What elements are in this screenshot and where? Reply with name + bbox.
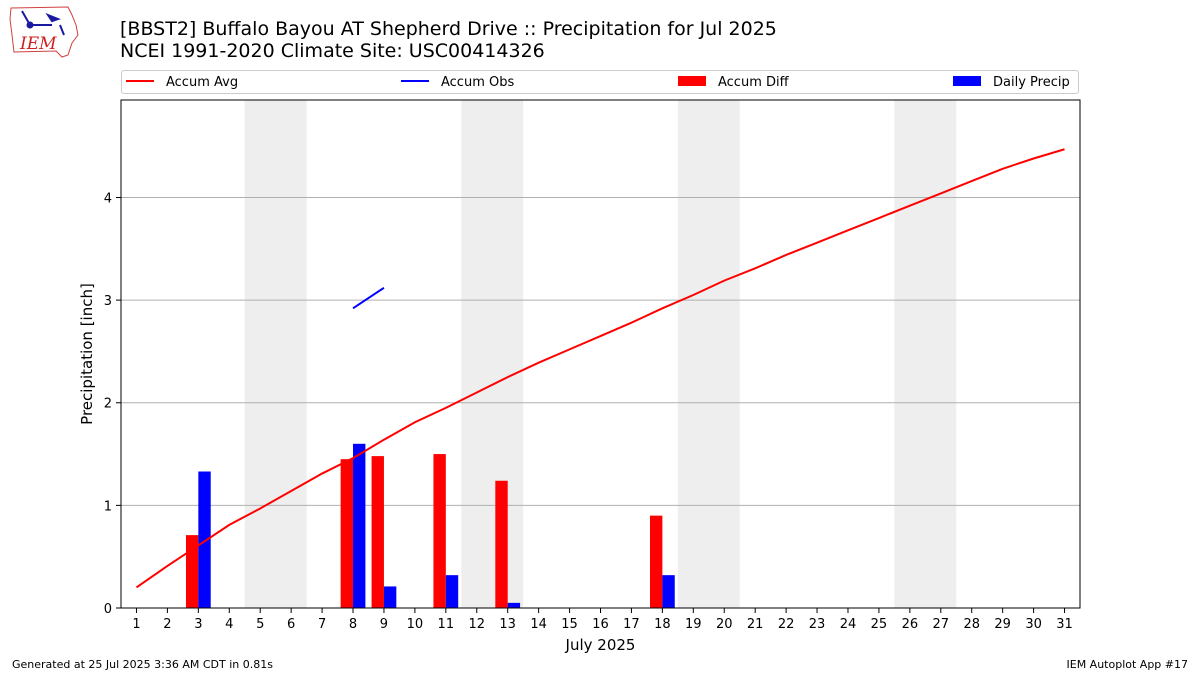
x-axis-label: July 2025 — [565, 636, 636, 654]
x-tick-label-17: 17 — [623, 617, 640, 632]
bar-daily-precip-day-3 — [198, 471, 211, 608]
title-line-1: [BBST2] Buffalo Bayou AT Shepherd Drive … — [120, 18, 777, 40]
bar-daily-precip-day-11 — [445, 575, 459, 608]
legend-item-accum-avg: Accum Avg — [126, 74, 238, 92]
bar-accum-diff-day-18 — [649, 515, 663, 608]
weekend-band-4 — [894, 100, 957, 608]
x-tick-label-6: 6 — [287, 617, 295, 632]
legend-swatch-accum-avg — [126, 79, 154, 82]
logo-text: IEM — [19, 34, 57, 54]
x-tick-label-13: 13 — [499, 617, 516, 632]
x-tick-label-9: 9 — [380, 617, 388, 632]
line-accum-obs — [352, 286, 385, 310]
footer-app: IEM Autoplot App #17 — [1066, 658, 1189, 671]
bar-daily-precip-day-18 — [662, 575, 675, 608]
legend-label-accum-diff: Accum Diff — [718, 75, 789, 90]
x-tick-label-7: 7 — [318, 617, 326, 632]
bar-accum-diff-day-11 — [433, 454, 446, 608]
bar-accum-diff-day-8 — [340, 459, 354, 608]
x-tick-label-27: 27 — [933, 617, 950, 632]
y-gridlines — [121, 196, 1080, 506]
bar-daily-precip-day-8 — [353, 443, 366, 608]
y-tick-label-0: 0 — [104, 602, 112, 617]
x-tick-label-14: 14 — [530, 617, 547, 632]
y-axis-ticks: 0 1 2 3 4 — [104, 191, 121, 617]
x-tick-label-3: 3 — [194, 617, 202, 632]
x-tick-label-2: 2 — [163, 617, 171, 632]
x-tick-label-24: 24 — [840, 617, 857, 632]
weekend-band-1 — [244, 100, 307, 608]
x-tick-label-1: 1 — [132, 617, 140, 632]
x-tick-label-18: 18 — [654, 617, 671, 632]
x-tick-label-31: 31 — [1056, 617, 1073, 632]
legend-label-accum-obs: Accum Obs — [441, 75, 515, 90]
weekend-shading — [244, 100, 957, 608]
x-tick-label-11: 11 — [438, 617, 455, 632]
chart-title: [BBST2] Buffalo Bayou AT Shepherd Drive … — [120, 18, 777, 62]
iem-logo: IEM — [9, 6, 79, 58]
title-line-2: NCEI 1991-2020 Climate Site: USC00414326 — [120, 40, 545, 62]
x-tick-label-22: 22 — [778, 617, 795, 632]
chart-legend: Accum Avg Accum Obs Accum Diff Daily Pre… — [121, 70, 1079, 94]
bar-daily-precip-day-9 — [383, 586, 397, 608]
y-axis-label: Precipitation [inch] — [78, 283, 96, 425]
y-tick-label-3: 3 — [104, 294, 112, 309]
y-tick-label-1: 1 — [104, 499, 112, 514]
bars — [185, 443, 675, 608]
x-tick-label-10: 10 — [407, 617, 424, 632]
legend-swatch-accum-diff — [678, 75, 706, 86]
footer-generated: Generated at 25 Jul 2025 3:36 AM CDT in … — [12, 658, 273, 671]
x-tick-label-15: 15 — [561, 617, 578, 632]
x-tick-label-12: 12 — [468, 617, 485, 632]
line-accum-avg — [135, 148, 1065, 589]
x-tick-label-19: 19 — [685, 617, 702, 632]
y-tick-label-4: 4 — [104, 191, 112, 206]
legend-item-accum-obs: Accum Obs — [401, 74, 514, 92]
x-axis-ticks: 1 2 3 4 5 6 7 8 9 10 11 12 13 14 15 16 17 18 19 20 21 22 23 24 2… — [132, 608, 1073, 632]
legend-item-daily-precip: Daily Precip — [953, 74, 1070, 92]
x-tick-label-23: 23 — [809, 617, 826, 632]
legend-label-daily-precip: Daily Precip — [993, 75, 1070, 90]
legend-swatch-accum-obs — [401, 79, 429, 82]
bar-daily-precip-day-13 — [507, 602, 521, 608]
x-tick-label-26: 26 — [902, 617, 919, 632]
x-tick-label-28: 28 — [963, 617, 980, 632]
x-tick-label-29: 29 — [994, 617, 1011, 632]
legend-item-accum-diff: Accum Diff — [678, 74, 789, 92]
weekend-band-2 — [461, 100, 524, 608]
x-tick-label-20: 20 — [716, 617, 733, 632]
series-lines — [135, 148, 1065, 589]
x-tick-label-5: 5 — [256, 617, 264, 632]
legend-label-accum-avg: Accum Avg — [166, 75, 239, 90]
x-tick-label-21: 21 — [747, 617, 764, 632]
bar-accum-diff-day-13 — [495, 480, 508, 608]
bar-accum-diff-day-3 — [185, 535, 199, 608]
x-tick-label-30: 30 — [1025, 617, 1042, 632]
weekend-band-3 — [677, 100, 740, 608]
x-tick-label-8: 8 — [349, 617, 357, 632]
x-tick-label-25: 25 — [871, 617, 888, 632]
x-tick-label-4: 4 — [225, 617, 233, 632]
x-tick-label-16: 16 — [592, 617, 609, 632]
y-tick-label-2: 2 — [104, 397, 112, 412]
bar-accum-diff-day-9 — [371, 456, 384, 608]
legend-swatch-daily-precip — [953, 75, 981, 86]
